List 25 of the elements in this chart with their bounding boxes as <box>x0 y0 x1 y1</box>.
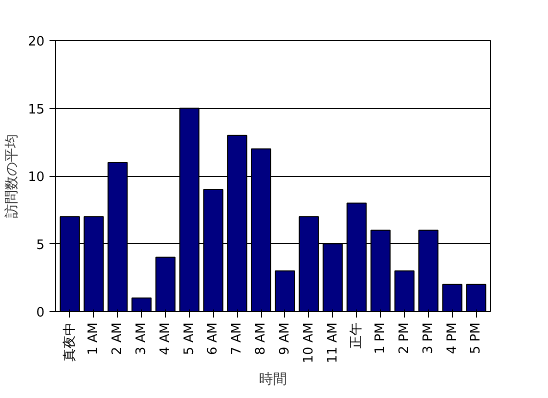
x-tick-label: 1 PM <box>373 322 388 354</box>
x-tick-label: 1 AM <box>86 322 102 356</box>
x-tick-label: 4 PM <box>444 322 460 354</box>
y-tick-label: 10 <box>28 170 45 185</box>
x-tick-label: 10 AM <box>301 322 316 364</box>
x-tick-label: 真夜中 <box>61 322 78 362</box>
x-tick-label: 2 PM <box>396 322 412 354</box>
x-tick-label: 5 AM <box>182 322 197 356</box>
x-tick-label: 7 AM <box>230 322 245 356</box>
x-axis-title: 時間 <box>259 371 287 388</box>
x-tick-label: 6 AM <box>206 322 221 356</box>
y-axis-title: 訪問数の平均 <box>4 134 20 218</box>
x-tick-label: 11 AM <box>325 322 340 364</box>
x-tick-label: 正午 <box>349 322 364 348</box>
x-tick-label: 3 PM <box>420 322 436 354</box>
x-tick-label: 8 AM <box>254 322 269 356</box>
y-tick-label: 5 <box>36 238 45 253</box>
y-tick-label: 20 <box>28 34 45 50</box>
x-tick-label: 5 PM <box>468 322 484 354</box>
x-tick-label: 9 AM <box>277 322 292 356</box>
y-tick-label: 0 <box>36 306 45 320</box>
x-tick-label: 3 AM <box>134 322 150 356</box>
y-tick-label: 15 <box>28 102 45 118</box>
x-tick-label: 2 AM <box>110 322 126 356</box>
x-tick-label: 4 AM <box>158 322 173 356</box>
